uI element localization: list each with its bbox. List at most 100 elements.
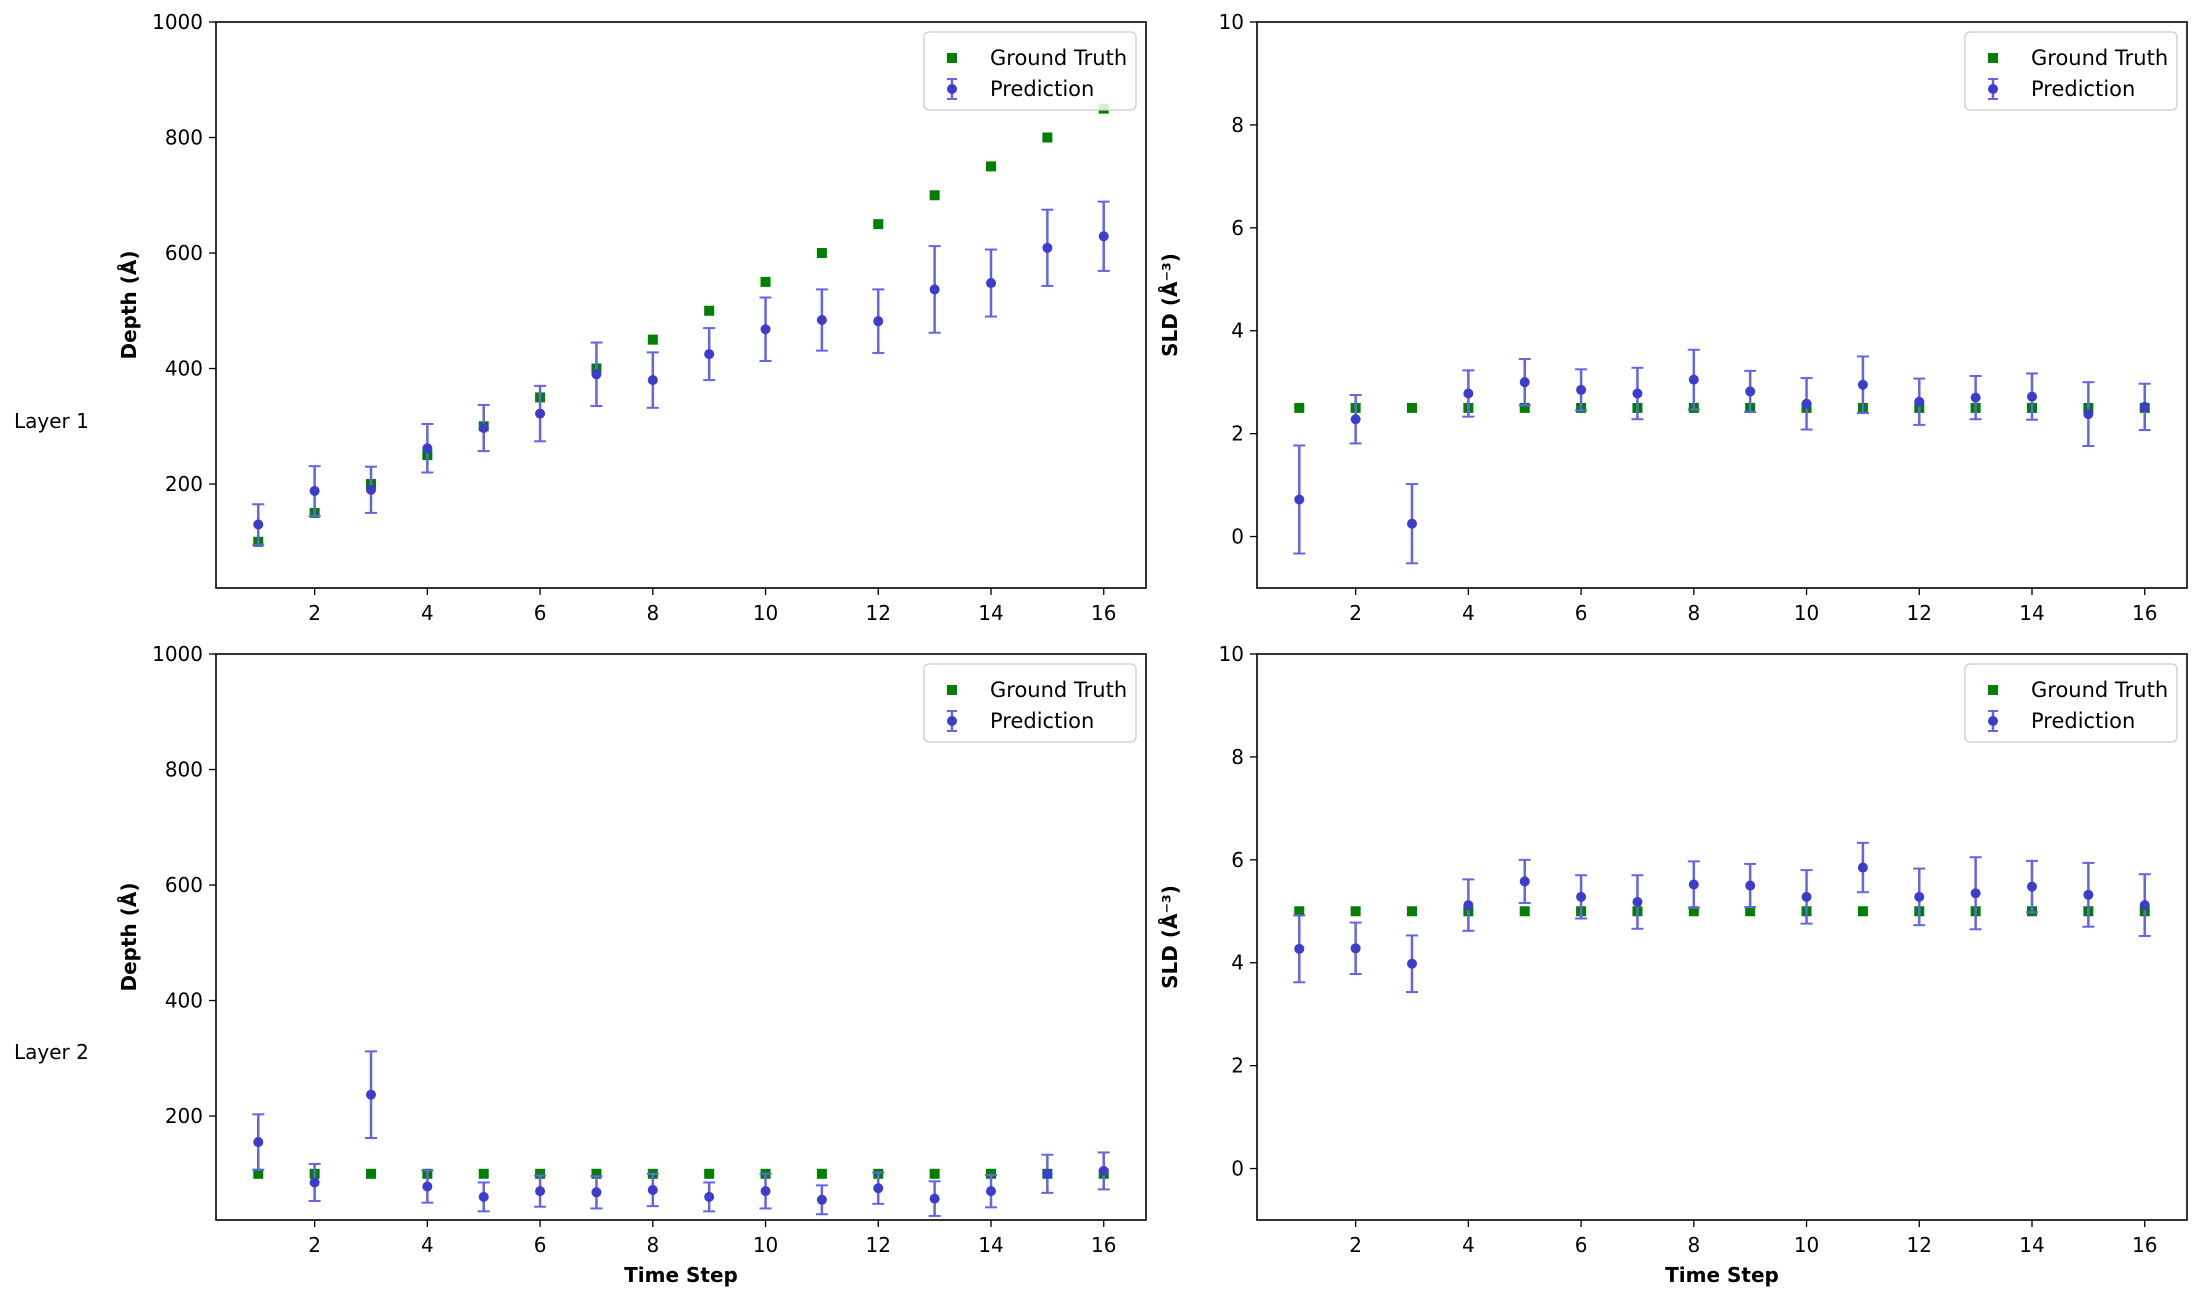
ground-truth-point (535, 1168, 546, 1179)
prediction-point (1970, 392, 1981, 403)
y-tick-label: 6 (1231, 848, 1244, 872)
prediction-point (1463, 388, 1474, 399)
plot-frame (215, 21, 1147, 589)
prediction-point (816, 1194, 827, 1205)
x-tick-label: 14 (2019, 1233, 2044, 1257)
ground-truth-point (1519, 906, 1530, 917)
x-tick-label: 6 (1575, 601, 1588, 625)
prediction-point (535, 408, 546, 419)
y-axis-label: Depth (Å) (117, 250, 141, 359)
x-tick-label: 12 (1907, 1233, 1932, 1257)
x-axis-label: Time Step (1665, 1263, 1779, 1287)
x-tick-label: 14 (978, 601, 1003, 625)
legend-ground-truth-label: Ground Truth (2031, 46, 2168, 70)
prediction-point (1098, 1165, 1109, 1176)
x-tick-label: 2 (1349, 1233, 1362, 1257)
prediction-point (1857, 862, 1868, 873)
x-tick-label: 10 (1794, 601, 1819, 625)
y-tick-label: 4 (1231, 319, 1244, 343)
plot-frame (215, 653, 1147, 1221)
y-tick-label: 0 (1231, 1157, 1244, 1181)
ground-truth-point (873, 219, 884, 230)
prediction-point (1519, 876, 1530, 887)
prediction-point (309, 485, 320, 496)
prediction-point (873, 1183, 884, 1194)
x-tick-label: 6 (534, 1233, 547, 1257)
x-tick-label: 4 (1462, 601, 1475, 625)
panel-2: 2 4 6 8 10 12 14 16 0 2 4 6 8 10 SLD (Å⁻³) Ground Truth… (1158, 10, 2188, 625)
prediction-point (816, 315, 827, 326)
prediction-point (1576, 384, 1587, 395)
prediction-point (422, 443, 433, 454)
ground-truth-point (1294, 402, 1305, 413)
x-axis-label: Time Step (624, 1263, 738, 1287)
x-tick-label: 12 (866, 601, 891, 625)
x-tick-label: 8 (1687, 1233, 1700, 1257)
y-tick-label: 2 (1231, 422, 1244, 446)
legend-prediction-marker (947, 84, 957, 94)
legend-ground-truth-marker (1988, 685, 1998, 695)
prediction-point (366, 484, 376, 495)
ground-truth-point (647, 334, 658, 345)
ground-truth-point (1745, 906, 1756, 917)
ground-truth-point (704, 305, 715, 316)
x-tick-label: 10 (753, 601, 778, 625)
prediction-point (704, 1191, 715, 1202)
legend-prediction-label: Prediction (2031, 77, 2135, 101)
plot-frame (1256, 21, 2188, 589)
x-tick-label: 16 (1091, 601, 1116, 625)
ground-truth-point (760, 276, 771, 287)
prediction-point (929, 1193, 940, 1204)
legend-ground-truth-label: Ground Truth (990, 678, 1127, 702)
legend-ground-truth-label: Ground Truth (2031, 678, 2168, 702)
prediction-point (2083, 409, 2094, 420)
prediction-point (253, 519, 264, 530)
prediction-point (1801, 398, 1812, 409)
y-axis-label: SLD (Å⁻³) (1158, 253, 1182, 357)
x-tick-label: 10 (1794, 1233, 1819, 1257)
ground-truth-point (929, 1168, 940, 1179)
prediction-point (1294, 494, 1305, 505)
prediction-point (2027, 881, 2037, 892)
ground-truth-point (816, 248, 827, 259)
prediction-point (873, 316, 884, 327)
y-tick-label: 10 (1219, 642, 1244, 666)
prediction-point (1801, 891, 1812, 902)
x-tick-label: 10 (753, 1233, 778, 1257)
ground-truth-point (591, 1168, 602, 1179)
ground-truth-point (1407, 402, 1417, 413)
prediction-point (1519, 377, 1530, 388)
prediction-point (591, 1187, 602, 1198)
prediction-point (1632, 897, 1643, 908)
ground-truth-point (1519, 402, 1530, 413)
legend-frame (923, 31, 1137, 111)
y-tick-label: 1000 (152, 10, 203, 34)
prediction-point (1914, 396, 1925, 407)
prediction-point (2139, 900, 2150, 911)
x-tick-label: 16 (2132, 1233, 2157, 1257)
prediction-point (1688, 879, 1699, 890)
panel-4: 2 4 6 8 10 12 14 16 0 2 4 6 8 10 SLD (Å⁻³) Time Step Gro… (1158, 642, 2188, 1287)
legend: Ground Truth Prediction (923, 31, 1137, 111)
legend-prediction-label: Prediction (2031, 709, 2135, 733)
legend-frame (1964, 31, 2178, 111)
ground-truth-point (1042, 132, 1053, 143)
prediction-point (253, 1137, 264, 1148)
ground-truth-point (986, 161, 996, 172)
legend-prediction-label: Prediction (990, 77, 1094, 101)
legend-ground-truth-marker (947, 53, 957, 63)
y-tick-label: 8 (1231, 113, 1244, 137)
plot-frame (1256, 653, 2188, 1221)
prediction-point (1407, 518, 1417, 529)
y-tick-label: 10 (1219, 10, 1244, 34)
x-tick-label: 4 (1462, 1233, 1475, 1257)
legend-prediction-marker (1988, 84, 1998, 94)
y-tick-label: 200 (165, 1104, 203, 1128)
prediction-point (1098, 231, 1109, 242)
prediction-point (647, 1184, 658, 1195)
prediction-point (704, 349, 715, 360)
x-tick-label: 8 (646, 601, 659, 625)
x-tick-label: 8 (646, 1233, 659, 1257)
legend: Ground Truth Prediction (1964, 663, 2178, 743)
